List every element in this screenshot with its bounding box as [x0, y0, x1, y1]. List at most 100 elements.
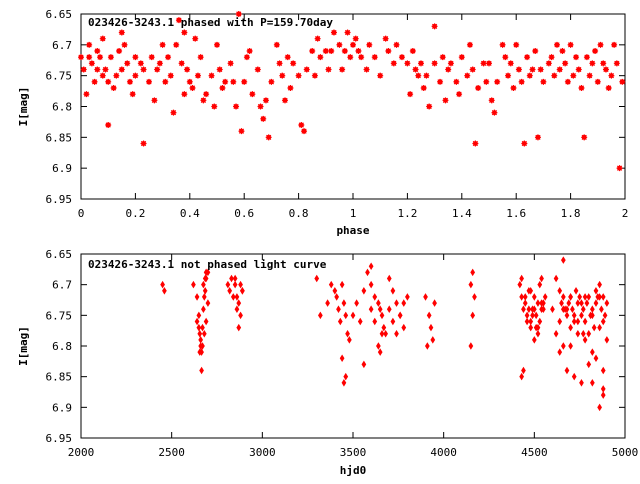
data-point [240, 287, 245, 295]
data-point [343, 311, 349, 320]
data-point [597, 280, 602, 289]
data-point [510, 85, 517, 91]
data-point [361, 287, 367, 295]
data-point [129, 91, 136, 98]
data-point [365, 268, 370, 277]
data-point [322, 48, 329, 54]
data-point [334, 293, 340, 301]
data-point [573, 287, 579, 295]
data-point [287, 85, 294, 91]
data-point [580, 329, 586, 338]
data-point [526, 72, 533, 79]
x-tick-label: 1.2 [397, 207, 417, 220]
data-point [426, 103, 433, 110]
data-point [560, 293, 566, 301]
y-tick-label: 6.85 [46, 131, 73, 144]
y-tick-label: 6.9 [52, 401, 72, 414]
data-point [170, 109, 177, 116]
data-point [522, 293, 528, 301]
data-point [418, 60, 424, 67]
data-point [412, 66, 419, 73]
data-point [238, 128, 245, 135]
data-point [415, 72, 422, 79]
data-point [533, 323, 539, 332]
data-point [194, 293, 200, 301]
data-point [593, 287, 599, 295]
data-point [202, 287, 208, 295]
data-point [230, 78, 237, 85]
data-point [616, 165, 623, 172]
data-point [201, 280, 206, 289]
data-point [535, 299, 541, 307]
y-axis-label: I[mag] [17, 326, 30, 366]
data-point [232, 280, 238, 289]
data-point [488, 97, 495, 104]
data-point [564, 311, 570, 320]
data-point [581, 134, 588, 141]
data-point [393, 41, 400, 48]
data-point [409, 48, 416, 54]
data-point [181, 91, 188, 98]
data-point [202, 274, 208, 283]
data-point [386, 305, 392, 313]
data-point [235, 11, 242, 17]
x-tick-label: 4000 [430, 446, 457, 459]
data-point [102, 66, 109, 73]
data-point [200, 323, 205, 332]
data-point [545, 60, 552, 67]
data-point [236, 299, 242, 307]
data-point [191, 280, 196, 289]
data-point [236, 323, 242, 332]
data-point [564, 366, 570, 375]
data-point [330, 29, 337, 36]
data-point [377, 348, 383, 356]
y-tick-label: 6.95 [46, 193, 73, 206]
data-point [325, 66, 332, 73]
data-point [382, 35, 389, 42]
data-point [602, 66, 609, 73]
data-point [311, 72, 318, 79]
data-point [222, 78, 229, 85]
data-point [600, 366, 606, 375]
data-point [284, 54, 291, 61]
data-point [466, 41, 473, 48]
data-point [423, 72, 430, 79]
data-point [332, 287, 338, 295]
data-point [534, 134, 541, 141]
data-point [282, 97, 288, 104]
data-point [99, 72, 106, 79]
data-point [557, 348, 563, 356]
data-point [97, 54, 104, 61]
data-point [151, 97, 158, 104]
data-point [383, 329, 388, 338]
data-point [517, 280, 523, 289]
data-point [328, 280, 334, 289]
data-point [154, 66, 161, 73]
data-point [105, 78, 112, 85]
y-tick-label: 6.75 [46, 70, 73, 83]
data-point [530, 311, 535, 320]
data-point [559, 48, 566, 54]
x-axis-label: phase [336, 224, 369, 237]
data-point [186, 78, 193, 85]
data-point [531, 305, 537, 313]
data-point [519, 293, 524, 301]
data-point [586, 293, 592, 301]
data-point [557, 287, 563, 295]
data-point [211, 103, 218, 110]
data-point [397, 311, 403, 320]
data-point [613, 60, 620, 67]
data-point [597, 323, 602, 332]
data-point [475, 85, 482, 91]
data-point [394, 299, 399, 307]
data-point [528, 287, 534, 295]
data-point [468, 342, 474, 350]
data-point [573, 54, 580, 61]
data-point [385, 48, 392, 54]
data-point [99, 35, 106, 42]
data-point [162, 78, 169, 85]
y-tick-label: 6.65 [46, 248, 73, 261]
data-point [590, 305, 595, 313]
data-point [528, 323, 534, 332]
data-point [189, 85, 196, 91]
